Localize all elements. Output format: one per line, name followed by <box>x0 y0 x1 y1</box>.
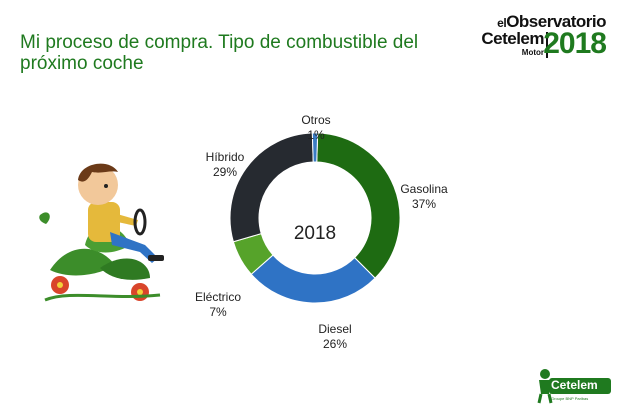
cetelem-footer-logo: Cetelem Groupe BNP Paribas <box>535 368 615 406</box>
logo-separator <box>546 32 548 58</box>
chart-center-label: 2018 <box>293 223 337 244</box>
pie-slice-diesel <box>250 254 376 304</box>
slice-name: Eléctrico <box>194 290 242 304</box>
observatorio-logo: elObservatorio Cetelem Motor 2018 <box>446 12 607 64</box>
title-line-2: próximo coche <box>20 53 144 74</box>
slice-label-diesel: Diesel 26% <box>318 322 351 352</box>
pie-slice-gasolina <box>316 132 401 279</box>
slice-label-hibrido: Híbrido 29% <box>206 150 245 180</box>
logo-line-1: Observatorio <box>506 12 606 31</box>
slice-name: Otros <box>301 113 331 127</box>
slice-value: 7% <box>209 305 227 319</box>
slice-value: 29% <box>212 165 238 179</box>
slice-label-otros: Otros 1% <box>301 113 330 143</box>
slice-value: 26% <box>322 337 348 351</box>
pie-slice-otros <box>311 132 319 163</box>
slice-value: 1% <box>307 128 325 142</box>
slice-name: Híbrido <box>205 150 245 164</box>
logo-line-2: Cetelem <box>481 29 544 48</box>
slice-name: Diesel <box>318 322 352 336</box>
logo-line-3: Motor <box>521 48 544 57</box>
page-title: Mi proceso de compra. Tipo de combustibl… <box>20 32 440 74</box>
slice-name: Gasolina <box>400 182 448 196</box>
cetelem-tagline: Groupe BNP Paribas <box>551 396 589 401</box>
boy-driving-illustration <box>39 163 164 302</box>
logo-prefix: el <box>497 16 507 30</box>
cetelem-figure-icon <box>537 369 553 404</box>
slice-value: 37% <box>411 197 437 211</box>
logo-year: 2018 <box>543 27 607 60</box>
title-line-1: Mi proceso de compra. Tipo de combustibl… <box>20 32 419 53</box>
slice-label-electrico: Eléctrico 7% <box>195 290 241 320</box>
slice-label-gasolina: Gasolina 37% <box>400 182 447 212</box>
cetelem-logo-text: Cetelem <box>551 378 598 392</box>
